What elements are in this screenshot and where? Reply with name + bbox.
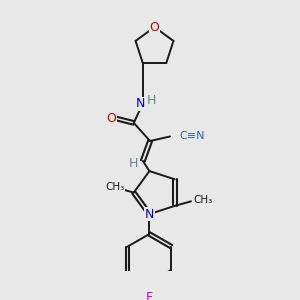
Text: N: N xyxy=(145,208,154,220)
Text: N: N xyxy=(135,98,145,110)
Text: O: O xyxy=(106,112,116,125)
Text: F: F xyxy=(146,291,153,300)
Text: C≡N: C≡N xyxy=(179,130,205,141)
Text: O: O xyxy=(150,21,160,34)
Text: H: H xyxy=(146,94,156,107)
Text: H: H xyxy=(129,157,139,170)
Text: CH₃: CH₃ xyxy=(105,182,124,192)
Text: CH₃: CH₃ xyxy=(194,195,213,206)
